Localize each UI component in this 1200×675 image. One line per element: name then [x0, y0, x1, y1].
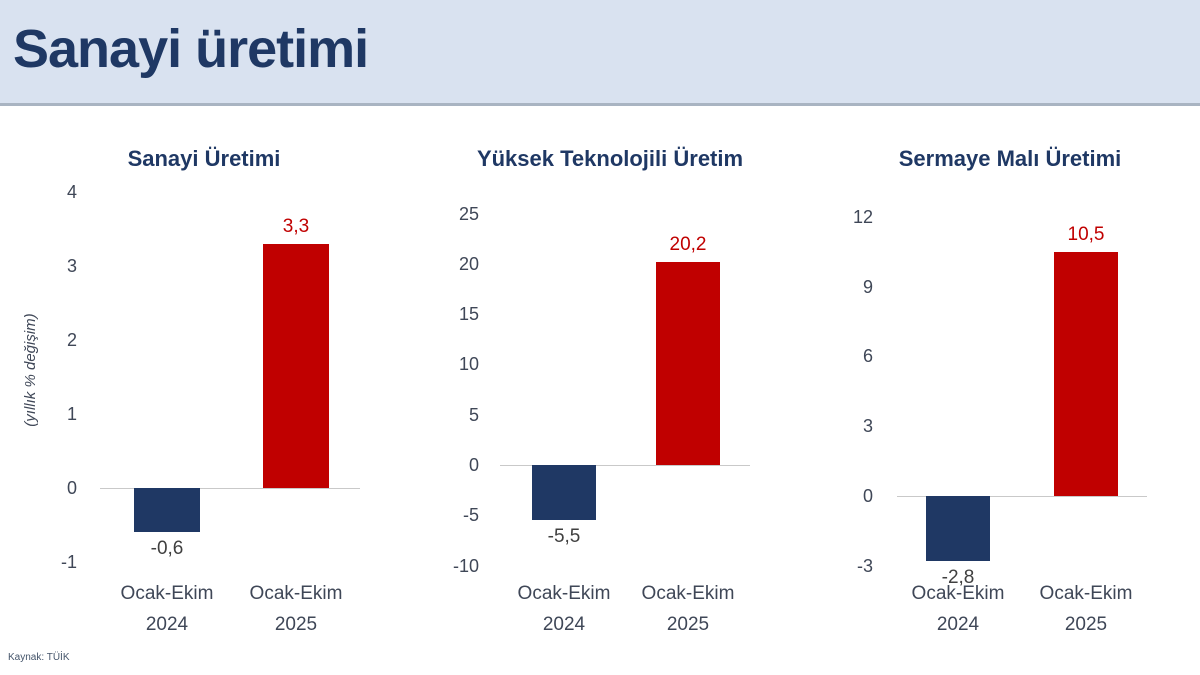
page-title: Sanayi üretimi	[13, 19, 369, 79]
category-label: Ocak-Ekim 2025	[211, 578, 381, 640]
category-line-period: Ocak-Ekim	[120, 583, 214, 604]
bar-2025	[263, 243, 329, 488]
category-line-year: 2024	[145, 614, 189, 635]
category-line-period: Ocak-Ekim	[517, 583, 611, 604]
y-tick-label: 20	[458, 253, 479, 274]
y-tick-label: -3	[856, 555, 873, 576]
y-tick-label: -5	[462, 505, 479, 526]
bar-2024	[926, 496, 990, 562]
y-tick-label: 10	[458, 354, 479, 375]
category-line-period: Ocak-Ekim	[249, 583, 343, 604]
value-label: 3,3	[282, 215, 310, 237]
y-tick-label: 0	[862, 486, 873, 506]
y-tick-label: 2	[66, 330, 77, 350]
category-line-period: Ocak-Ekim	[911, 583, 1005, 604]
bar-2024	[532, 465, 596, 521]
value-label: -0,6	[150, 538, 184, 560]
category-line-period: Ocak-Ekim	[1039, 583, 1133, 604]
y-tick-label: 5	[468, 404, 479, 425]
chart-title-sanayi-uretimi: Sanayi Üretimi	[127, 146, 281, 171]
category-label: Ocak-Ekim 2024	[82, 578, 252, 640]
y-tick-label: 3	[66, 256, 77, 276]
y-tick-label: 6	[862, 346, 873, 367]
category-label: Ocak-Ekim 2024	[873, 578, 1043, 640]
y-axis-label: (yıllık % değişim)	[22, 313, 39, 427]
y-tick-label: -1	[60, 552, 77, 572]
value-label: -2,8	[941, 567, 975, 589]
zero-axis-line	[100, 488, 360, 489]
header-band: Sanayi üretimi	[0, 0, 1200, 106]
category-label: Ocak-Ekim 2025	[1001, 578, 1171, 640]
category-line-year: 2024	[542, 614, 586, 635]
value-label: 20,2	[669, 233, 707, 255]
zero-axis-line	[897, 496, 1147, 497]
category-line-year: 2024	[936, 614, 980, 635]
bar-2025	[1054, 251, 1118, 496]
zero-axis-line	[500, 465, 750, 466]
category-label: Ocak-Ekim 2024	[479, 578, 649, 640]
y-tick-label: 3	[862, 416, 873, 437]
y-tick-label: 4	[66, 182, 77, 202]
y-tick-label: -10	[452, 555, 479, 576]
y-tick-label: 15	[458, 304, 479, 325]
y-tick-label: 1	[66, 404, 77, 424]
y-tick-label: 25	[458, 203, 479, 224]
y-tick-label: 12	[852, 206, 873, 227]
category-label: Ocak-Ekim 2025	[603, 578, 773, 640]
value-label: -5,5	[547, 526, 581, 548]
y-tick-label: 9	[862, 276, 873, 297]
chart-title-yuksek-teknolojili-uretim: Yüksek Teknolojili Üretim	[476, 146, 744, 171]
bar-2025	[656, 261, 720, 465]
bar-2024	[134, 488, 200, 533]
value-label: 10,5	[1067, 223, 1105, 245]
y-tick-label: 0	[66, 478, 77, 498]
y-tick-label: 0	[468, 455, 479, 475]
category-line-period: Ocak-Ekim	[641, 583, 735, 604]
category-line-year: 2025	[666, 614, 710, 635]
source-note: Kaynak: TÜİK	[8, 652, 70, 663]
chart-title-sermaye-mali-uretimi: Sermaye Malı Üretimi	[898, 146, 1122, 171]
category-line-year: 2025	[1064, 614, 1108, 635]
category-line-year: 2025	[274, 614, 318, 635]
